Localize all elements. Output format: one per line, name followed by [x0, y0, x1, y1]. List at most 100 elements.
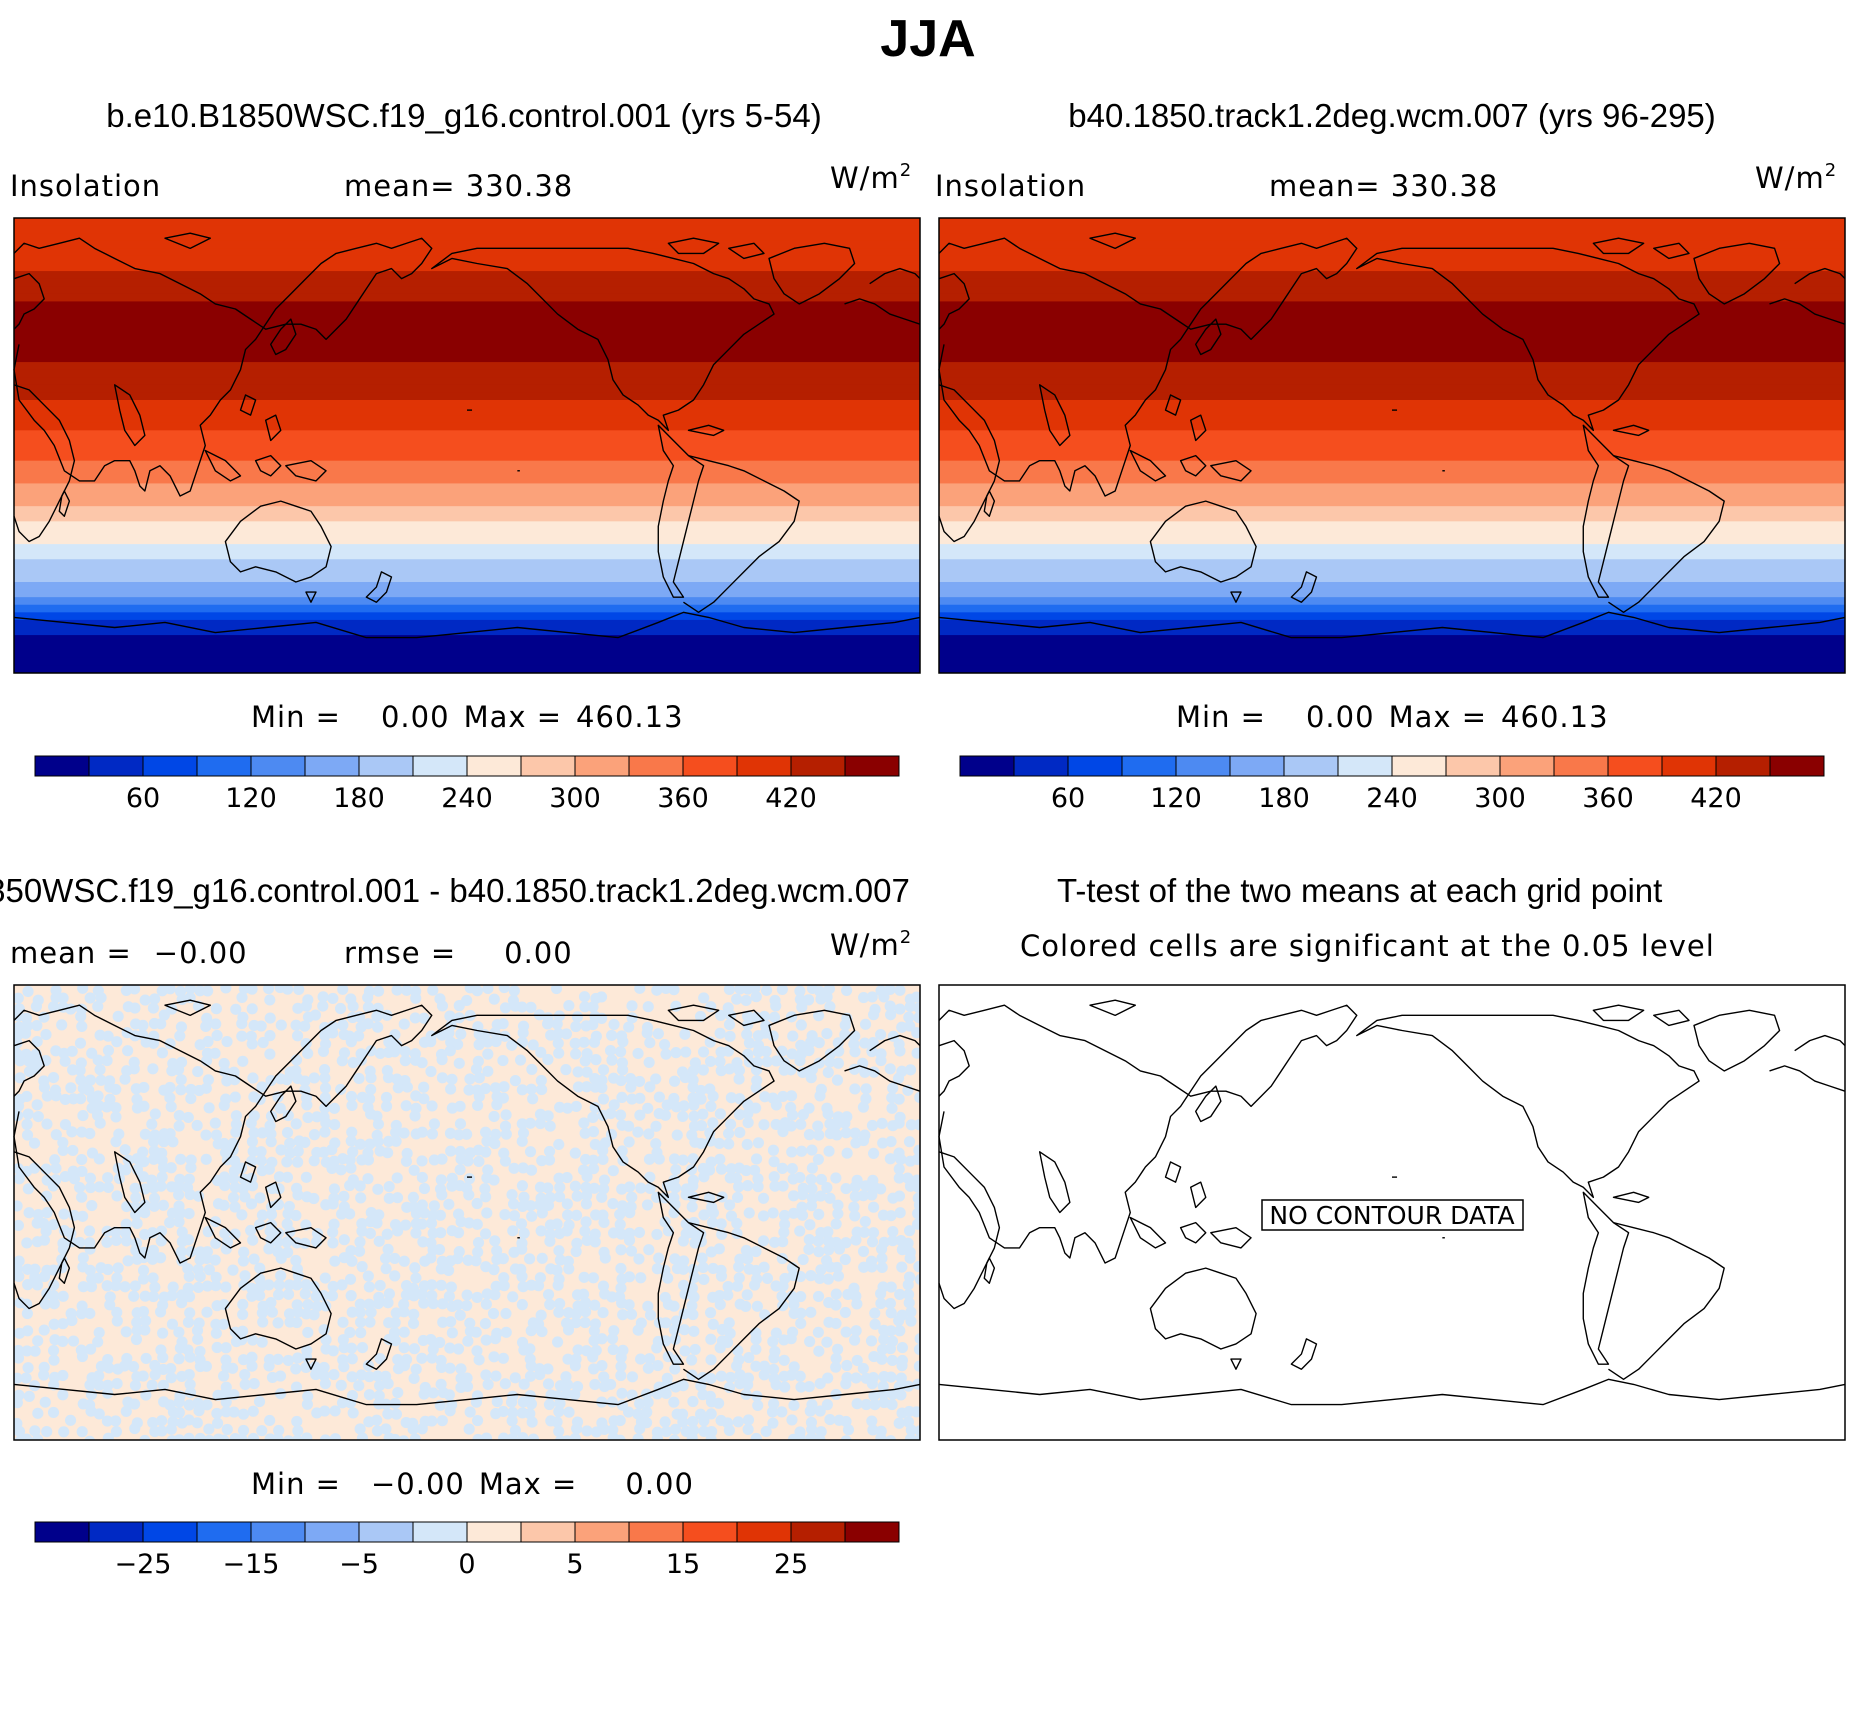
- noise-cell: [354, 1138, 367, 1150]
- noise-cell: [641, 1199, 654, 1211]
- noise-cell: [138, 1081, 150, 1094]
- noise-cell: [731, 993, 743, 1005]
- noise-cell: [914, 1333, 920, 1345]
- noise-cell: [509, 1372, 521, 1384]
- noise-cell: [408, 1372, 420, 1385]
- noise-cell: [256, 1081, 268, 1093]
- noise-cell: [850, 1325, 862, 1337]
- noise-cell: [237, 1408, 250, 1420]
- band-lat--37: [14, 536, 920, 545]
- noise-cell: [482, 985, 494, 995]
- noise-cell: [677, 1110, 689, 1123]
- noise-cell: [425, 1217, 438, 1229]
- noise-cell: [542, 1378, 555, 1390]
- noise-cell: [498, 1272, 510, 1284]
- noise-cell: [896, 1261, 908, 1273]
- noise-cell: [904, 1000, 916, 1012]
- noise-cell: [587, 1154, 599, 1166]
- noise-cell: [318, 1361, 330, 1374]
- noise-cell: [479, 1183, 491, 1195]
- colorbar-tick-label: 300: [1474, 783, 1526, 814]
- noise-cell: [650, 1120, 662, 1132]
- noise-cell: [201, 1012, 213, 1024]
- noise-cell: [570, 1020, 582, 1033]
- noise-cell: [625, 1081, 637, 1093]
- noise-cell: [685, 1164, 698, 1176]
- noise-cell: [400, 1100, 412, 1112]
- noise-cell: [651, 1342, 663, 1354]
- noise-cell: [329, 1255, 341, 1267]
- colorbar-tick-label: 120: [225, 783, 277, 814]
- noise-cell: [200, 1129, 212, 1141]
- noise-cell: [678, 1100, 690, 1112]
- noise-cell: [425, 1333, 437, 1346]
- noise-cell: [803, 1044, 815, 1057]
- noise-cell: [785, 1120, 797, 1132]
- noise-cell: [110, 1280, 122, 1292]
- noise-cell: [770, 1099, 782, 1111]
- noise-cell: [694, 1010, 707, 1022]
- noise-cell: [218, 1099, 230, 1112]
- band-lat--34: [939, 528, 1845, 538]
- noise-cell: [578, 1288, 590, 1300]
- noise-cell: [399, 1055, 411, 1067]
- noise-cell: [84, 992, 96, 1004]
- noise-cell: [173, 1189, 185, 1201]
- noise-cell: [642, 1102, 654, 1114]
- noise-cell: [859, 1066, 871, 1078]
- noise-cell: [392, 1225, 404, 1237]
- noise-cell: [821, 1182, 833, 1194]
- colorbar-box-1: [1013, 755, 1069, 777]
- noise-cell: [768, 1363, 780, 1376]
- noise-cell: [236, 1018, 248, 1030]
- band-lat-2: [939, 437, 1845, 447]
- noise-cell: [246, 1351, 258, 1363]
- noise-cell: [589, 1228, 601, 1240]
- noise-cell: [507, 1225, 519, 1237]
- noise-cell: [362, 1173, 374, 1185]
- noise-cell: [830, 1317, 842, 1329]
- noise-cell: [876, 1252, 888, 1264]
- noise-cell: [815, 1173, 827, 1186]
- noise-cell: [165, 1423, 177, 1435]
- noise-cell: [218, 1434, 230, 1440]
- noise-cell: [806, 1162, 818, 1174]
- noise-cell: [750, 1246, 762, 1258]
- noise-cell: [86, 1199, 98, 1212]
- noise-cell: [85, 1281, 98, 1293]
- noise-cell: [139, 1207, 151, 1219]
- band-lat-53: [14, 309, 920, 318]
- band-lat--37: [939, 536, 1845, 545]
- noise-cell: [489, 1235, 501, 1247]
- noise-cell: [680, 1046, 692, 1058]
- noise-cell: [452, 1299, 464, 1311]
- noise-cell: [859, 1018, 872, 1030]
- noise-cell: [714, 1108, 726, 1120]
- band-lat--85: [14, 657, 920, 667]
- noise-cell: [95, 1074, 107, 1086]
- noise-cell: [536, 1252, 548, 1264]
- noise-cell: [139, 1128, 151, 1140]
- noise-cell: [499, 1030, 511, 1042]
- noise-cell: [687, 1415, 699, 1428]
- noise-cell: [247, 1334, 259, 1346]
- noise-cell: [579, 1127, 591, 1139]
- noise-cell: [596, 1082, 608, 1094]
- noise-cell: [913, 1144, 920, 1156]
- noise-cell: [381, 1228, 393, 1240]
- noise-cell: [866, 1119, 879, 1132]
- noise-cell: [624, 1181, 636, 1193]
- noise-cell: [85, 1343, 97, 1355]
- noise-cell: [758, 1119, 770, 1131]
- noise-cell: [740, 1244, 752, 1257]
- noise-cell: [391, 985, 403, 996]
- noise-cell: [77, 1210, 89, 1222]
- noise-cell: [589, 1101, 601, 1114]
- panel-diff-mean: mean = −0.00: [10, 936, 248, 970]
- noise-cell: [750, 1153, 763, 1165]
- noise-cell: [76, 1191, 88, 1203]
- colorbar-box-8: [1391, 755, 1447, 777]
- noise-cell: [462, 1155, 474, 1167]
- noise-cell: [527, 1093, 539, 1105]
- noise-cell: [418, 1183, 431, 1195]
